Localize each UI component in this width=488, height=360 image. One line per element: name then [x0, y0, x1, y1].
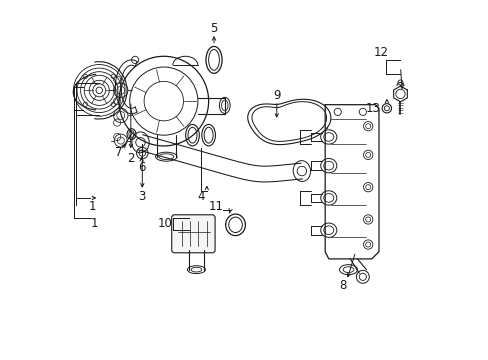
Text: 8: 8: [339, 279, 346, 292]
Text: 1: 1: [88, 201, 96, 213]
Text: 9: 9: [272, 89, 280, 102]
FancyBboxPatch shape: [171, 215, 215, 253]
Text: 5: 5: [210, 22, 217, 35]
Text: 2: 2: [127, 152, 134, 165]
Text: 6: 6: [138, 161, 145, 174]
Text: 3: 3: [138, 190, 146, 203]
Text: 4: 4: [197, 190, 204, 203]
Text: 1: 1: [91, 216, 98, 230]
Text: 13: 13: [366, 102, 380, 115]
Text: 10: 10: [157, 217, 172, 230]
Text: 11: 11: [208, 201, 223, 213]
Text: 7: 7: [114, 145, 122, 158]
Text: 12: 12: [373, 46, 388, 59]
